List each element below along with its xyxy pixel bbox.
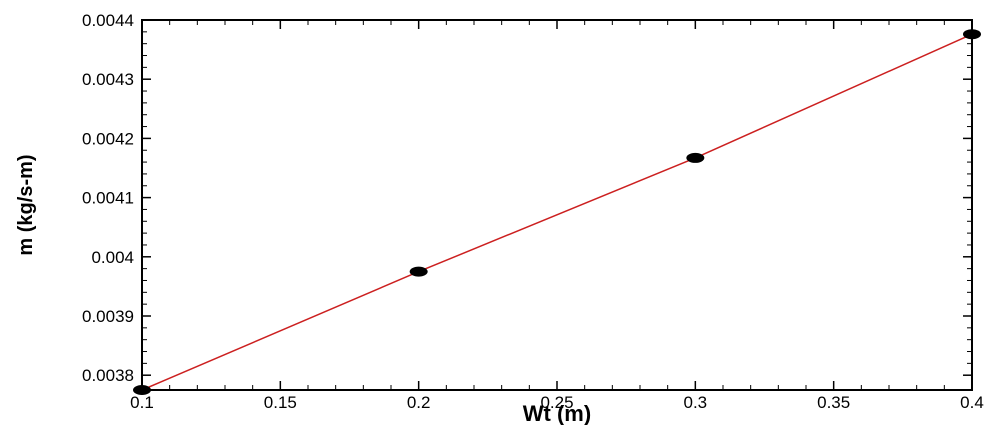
x-tick-label: 0.2 [407, 393, 431, 412]
plot-frame [141, 19, 973, 391]
x-tick-label: 0.3 [684, 393, 708, 412]
data-point [133, 385, 151, 395]
x-axis-title: Wt (m) [523, 401, 591, 425]
y-axis-ticks: 0.0038 0.0039 0.004 0.0041 0.0042 0.0043 0.004… [82, 11, 972, 385]
series-group [133, 29, 981, 395]
y-tick-label: 0.0039 [82, 307, 134, 326]
y-tick-label: 0.0042 [82, 129, 134, 148]
y-tick-label: 0.004 [91, 248, 134, 267]
y-tick-label: 0.0044 [82, 11, 134, 30]
y-tick-label: 0.0038 [82, 366, 134, 385]
x-tick-label: 0.25 [540, 393, 573, 412]
data-point [963, 29, 981, 40]
data-point [409, 266, 428, 277]
x-tick-label: 0.35 [817, 393, 850, 412]
y-axis-title: m (kg/s-m) [15, 154, 37, 255]
x-tick-label: 0.4 [960, 393, 984, 412]
data-point [686, 152, 705, 163]
y-tick-label: 0.0043 [82, 70, 134, 89]
x-tick-label: 0.15 [264, 393, 297, 412]
y-tick-label: 0.0041 [82, 189, 134, 208]
series-line [141, 33, 973, 391]
x-tick-label: 0.1 [130, 393, 154, 412]
x-axis-ticks: 0.1 0.15 0.2 0.25 0.3 0.35 0.4 [130, 20, 984, 412]
